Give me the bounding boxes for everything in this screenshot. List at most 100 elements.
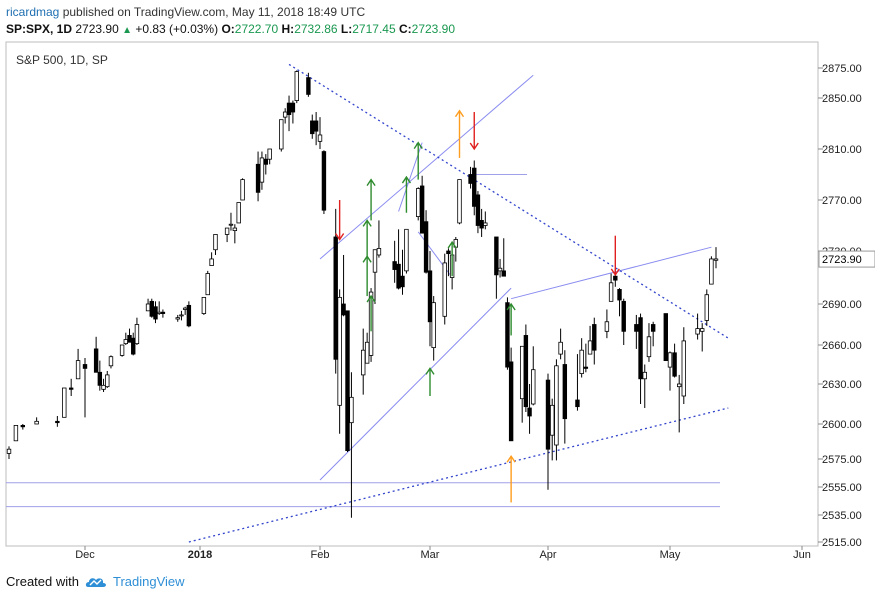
tradingview-link[interactable]: TradingView (112, 574, 185, 589)
candle-body (232, 227, 238, 232)
green-up-arrow (447, 240, 457, 249)
candle-body (663, 313, 668, 362)
candle-body (123, 339, 129, 345)
candle-body (55, 420, 60, 424)
candle-body (263, 158, 269, 165)
red-down-arrow (610, 268, 620, 277)
green-up-arrow (413, 141, 423, 150)
open-label: O: (221, 22, 235, 36)
candle-body (321, 151, 327, 211)
candle-body (667, 352, 673, 368)
candle-body (240, 179, 245, 201)
candle-body (182, 307, 188, 310)
candle-body (519, 345, 525, 400)
candle-body (93, 348, 99, 373)
candle-body (608, 282, 614, 302)
candle-body (468, 174, 473, 184)
candle-body (497, 267, 503, 272)
candle-body (677, 383, 682, 388)
candle-body (119, 344, 125, 356)
plot-frame (5, 41, 819, 547)
candle-body (681, 340, 686, 397)
footer: Created with TradingView (6, 574, 185, 589)
candle-body (550, 404, 555, 436)
x-tick-label: Feb (311, 549, 330, 561)
candle-body (149, 300, 154, 317)
high-label: H: (281, 22, 295, 36)
candle-body (472, 167, 477, 207)
x-tick-label: Mar (421, 549, 440, 561)
candle-body (224, 227, 230, 235)
created-with-text: Created with (6, 574, 79, 589)
candle-body (259, 157, 265, 183)
candle-body (160, 311, 166, 314)
candle-body (501, 270, 506, 277)
green-up-arrow (425, 367, 435, 375)
candle-body (145, 303, 151, 312)
candle-body (419, 185, 425, 234)
candle-body (457, 179, 462, 224)
candle-body (704, 294, 709, 321)
publish-header: ricardmag published on TradingView.com, … (6, 4, 365, 20)
orange-up-arrow (454, 109, 465, 118)
channel-line (417, 231, 453, 278)
candle-body (341, 303, 346, 316)
x-tick-label: 2018 (188, 549, 212, 561)
y-tick-label: 2850.00 (822, 93, 862, 105)
candle-body (213, 234, 218, 251)
y-tick-label: 2555.00 (822, 482, 862, 494)
candle-body (20, 424, 26, 428)
y-tick-label: 2690.00 (822, 299, 862, 311)
candle-body (156, 311, 162, 314)
author-link[interactable]: ricardmag (6, 5, 60, 19)
y-tick-label: 2600.00 (822, 419, 862, 431)
candle-body (13, 424, 19, 442)
candle-body (179, 314, 184, 317)
candle-body (286, 102, 292, 115)
candle-body (604, 321, 610, 332)
candle-body (108, 356, 114, 367)
candle-body (545, 379, 551, 450)
candle-body (310, 120, 315, 135)
green-up-arrow (362, 219, 372, 227)
candle-body (290, 102, 296, 113)
x-tick-label: Jun (793, 549, 811, 561)
candle-body (583, 366, 589, 369)
green-up-arrow (366, 294, 376, 303)
green-up-arrow (506, 302, 516, 311)
candle-body (62, 387, 67, 418)
candle-body (527, 407, 532, 417)
green-up-arrow (362, 255, 372, 263)
red-down-arrow (469, 142, 479, 151)
candle-body (531, 369, 536, 405)
candle-body (558, 341, 563, 355)
candle-body (400, 275, 405, 288)
price-change: +0.83 (+0.03%) (135, 22, 219, 36)
candle-body (475, 194, 481, 226)
candle-body (361, 349, 366, 376)
candle-body (267, 148, 272, 160)
candle-body (575, 399, 580, 408)
candle-body (317, 134, 323, 142)
candle-body (75, 360, 81, 380)
candle-body (523, 335, 529, 408)
candle-body (554, 365, 559, 446)
x-tick-label: Dec (75, 549, 95, 561)
candle-body (621, 300, 626, 332)
last-price: 2723.90 (75, 22, 119, 36)
low-value: 2717.45 (352, 22, 396, 36)
last-price-tag-label: 2723.90 (822, 254, 862, 266)
candle-body (634, 324, 639, 332)
green-up-arrow (366, 178, 376, 186)
candle-body (695, 328, 700, 335)
candle-body (505, 302, 510, 368)
candle-body (294, 71, 299, 101)
candle-body (579, 349, 584, 375)
y-tick-label: 2875.00 (822, 63, 862, 75)
candle-body (416, 188, 421, 217)
candle-body (646, 336, 652, 358)
candle-body (201, 296, 207, 314)
candle-body (153, 306, 158, 320)
candle-body (186, 304, 192, 327)
